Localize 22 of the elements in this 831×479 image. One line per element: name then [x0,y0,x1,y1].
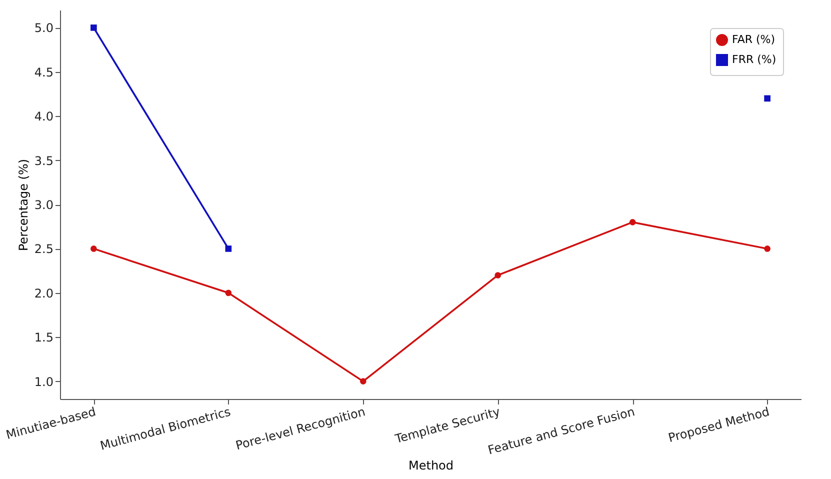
y-tick-label: 2.5 [34,242,54,256]
legend-label: FRR (%) [732,53,776,66]
point [764,95,770,102]
point [360,378,366,384]
y-tick-label: 4.0 [34,110,54,124]
y-tick-label: 1.0 [34,374,54,389]
y-tick-label: 4.5 [34,65,54,80]
point [764,246,770,252]
point [494,272,502,278]
point [90,24,97,31]
point [629,219,636,226]
y-axis-title: Percentage (%) [16,158,30,252]
y-tick-label: 5.0 [34,21,54,36]
point [225,246,232,252]
y-tick-label: 2.0 [34,286,54,300]
y-tick-label: 3.5 [34,154,54,168]
point [90,246,97,252]
point [225,290,232,296]
y-tick-label: 3.0 [34,198,54,212]
y-tick-label: 1.5 [34,330,54,345]
x-axis-title: Method [408,458,454,472]
legend-label: FAR (%) [732,33,776,46]
